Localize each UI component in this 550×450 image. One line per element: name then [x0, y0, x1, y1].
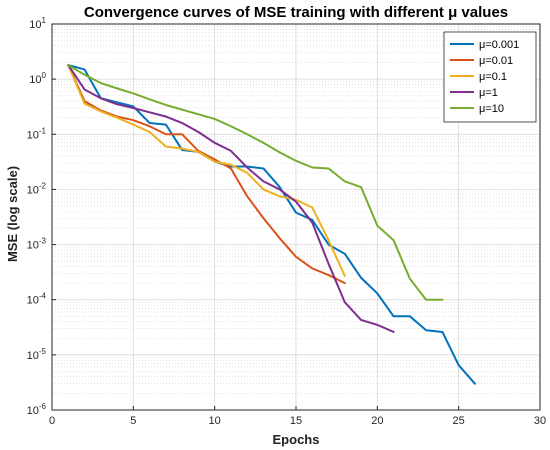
x-tick-label: 15 [290, 415, 302, 427]
x-tick-label: 10 [209, 415, 221, 427]
x-tick-label: 5 [130, 415, 136, 427]
y-tick-label: 101 [29, 16, 46, 31]
y-tick-label: 10-1 [27, 126, 47, 141]
y-tick-label: 10-4 [27, 292, 47, 307]
x-axis-label: Epochs [273, 432, 320, 447]
y-tick-label: 10-5 [27, 347, 47, 362]
y-tick-label: 10-2 [27, 181, 47, 196]
legend: μ=0.001 μ=0.01 μ=0.1 μ=1 μ=10 [443, 31, 537, 123]
legend-label-4: μ=1 [479, 87, 498, 99]
x-tick-label: 25 [453, 415, 465, 427]
legend-label-2: μ=0.01 [479, 55, 513, 67]
series-line-1 [67, 64, 476, 385]
x-tick-label: 20 [371, 415, 383, 427]
x-tick-label: 30 [534, 415, 546, 427]
y-axis-label: MSE (log scale) [5, 166, 20, 262]
series-line-5 [67, 64, 444, 301]
y-axis-ticks: 10-6 10-5 10-4 10-3 10-2 10-1 100 101 [27, 16, 56, 417]
x-tick-label: 0 [49, 415, 55, 427]
series-line-3 [67, 64, 346, 277]
series-layer [67, 64, 476, 385]
legend-label-1: μ=0.001 [479, 39, 519, 51]
y-tick-label: 10-3 [27, 237, 47, 252]
x-axis-ticks: 0 5 10 15 20 25 30 [49, 406, 546, 427]
series-line-2 [67, 64, 346, 285]
y-tick-label: 100 [29, 71, 46, 86]
chart-title: Convergence curves of MSE training with … [84, 4, 508, 21]
series-line-4 [67, 64, 395, 333]
legend-label-5: μ=10 [479, 103, 504, 115]
legend-label-3: μ=0.1 [479, 71, 507, 83]
y-tick-label: 10-6 [27, 402, 47, 417]
